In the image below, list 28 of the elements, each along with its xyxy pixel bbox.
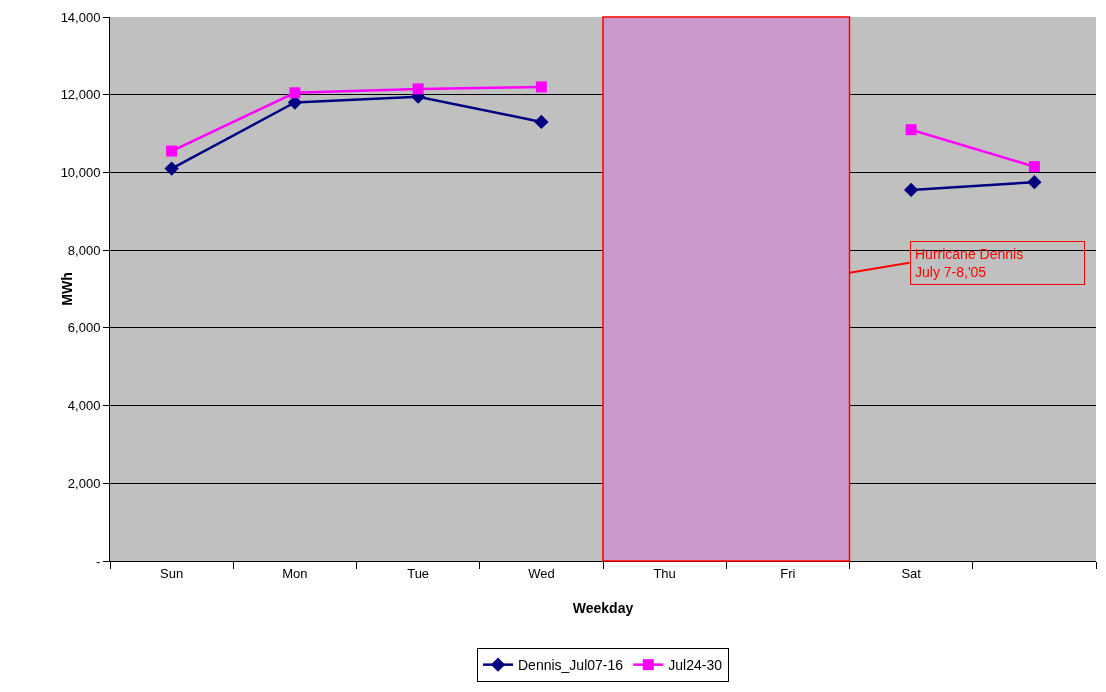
x-tick-label: Sat [901, 565, 922, 581]
point [412, 83, 424, 95]
y-tick-label: 8,000 [67, 242, 101, 258]
x-tick-label: Fri [780, 565, 796, 581]
y-tick-label: 4,000 [67, 398, 101, 414]
x-tick-label: Wed [528, 565, 555, 581]
point [164, 161, 179, 176]
legend-label: Jul24-30 [668, 657, 723, 674]
x-tick-label: Thu [653, 565, 676, 581]
y-tick-label: 14,000 [60, 9, 101, 25]
band-label: Hurricane Dennis July 7-8,'05 [915, 246, 1024, 281]
y-tick-label: 12,000 [60, 87, 101, 103]
y-tick-label: 2,000 [67, 475, 101, 491]
legend-label: Dennis_Jul07-16 [518, 657, 624, 674]
point [905, 124, 917, 136]
y-axis-title: MWh [59, 272, 75, 306]
y-tick-label: 6,000 [67, 320, 101, 336]
x-tick-label: Tue [407, 565, 430, 581]
point [289, 87, 301, 99]
point [1028, 161, 1040, 173]
y-tick-label: 10,000 [60, 164, 101, 180]
point [534, 114, 549, 130]
point [166, 145, 178, 157]
x-tick-label: Mon [282, 565, 308, 581]
y-tick-label: - [96, 553, 101, 569]
x-axis-title: Weekday [572, 600, 634, 616]
x-tick-label: Sun [160, 565, 184, 581]
point [535, 81, 547, 93]
